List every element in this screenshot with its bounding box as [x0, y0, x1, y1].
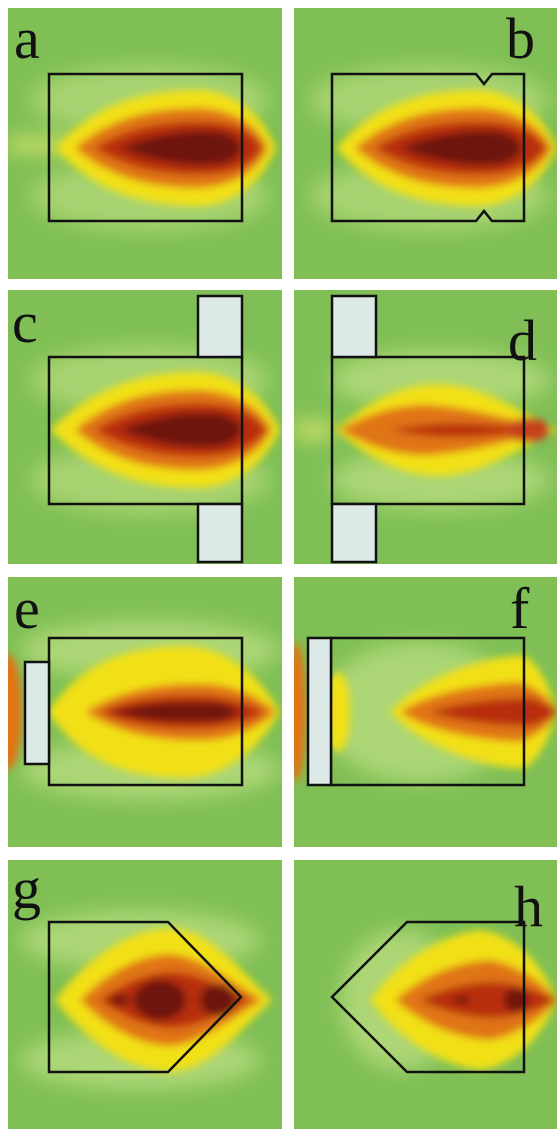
- panel-b: b: [294, 6, 557, 279]
- panel-label-a: a: [14, 6, 40, 71]
- panel-label-d: d: [508, 308, 537, 373]
- panel-g: g: [8, 856, 282, 1129]
- panel-label-h: h: [514, 874, 543, 939]
- panel-f: f: [294, 576, 557, 847]
- panel-label-g: g: [12, 856, 41, 921]
- panel-e: e: [8, 576, 282, 847]
- panel-label-e: e: [14, 576, 40, 641]
- panel-a: a: [8, 6, 282, 279]
- panel-d: d: [294, 290, 557, 564]
- panel-c: c: [8, 290, 282, 564]
- panel-label-c: c: [12, 290, 38, 355]
- panel-label-f: f: [510, 576, 530, 641]
- panel-label-b: b: [506, 6, 535, 71]
- panel-h: h: [294, 860, 557, 1129]
